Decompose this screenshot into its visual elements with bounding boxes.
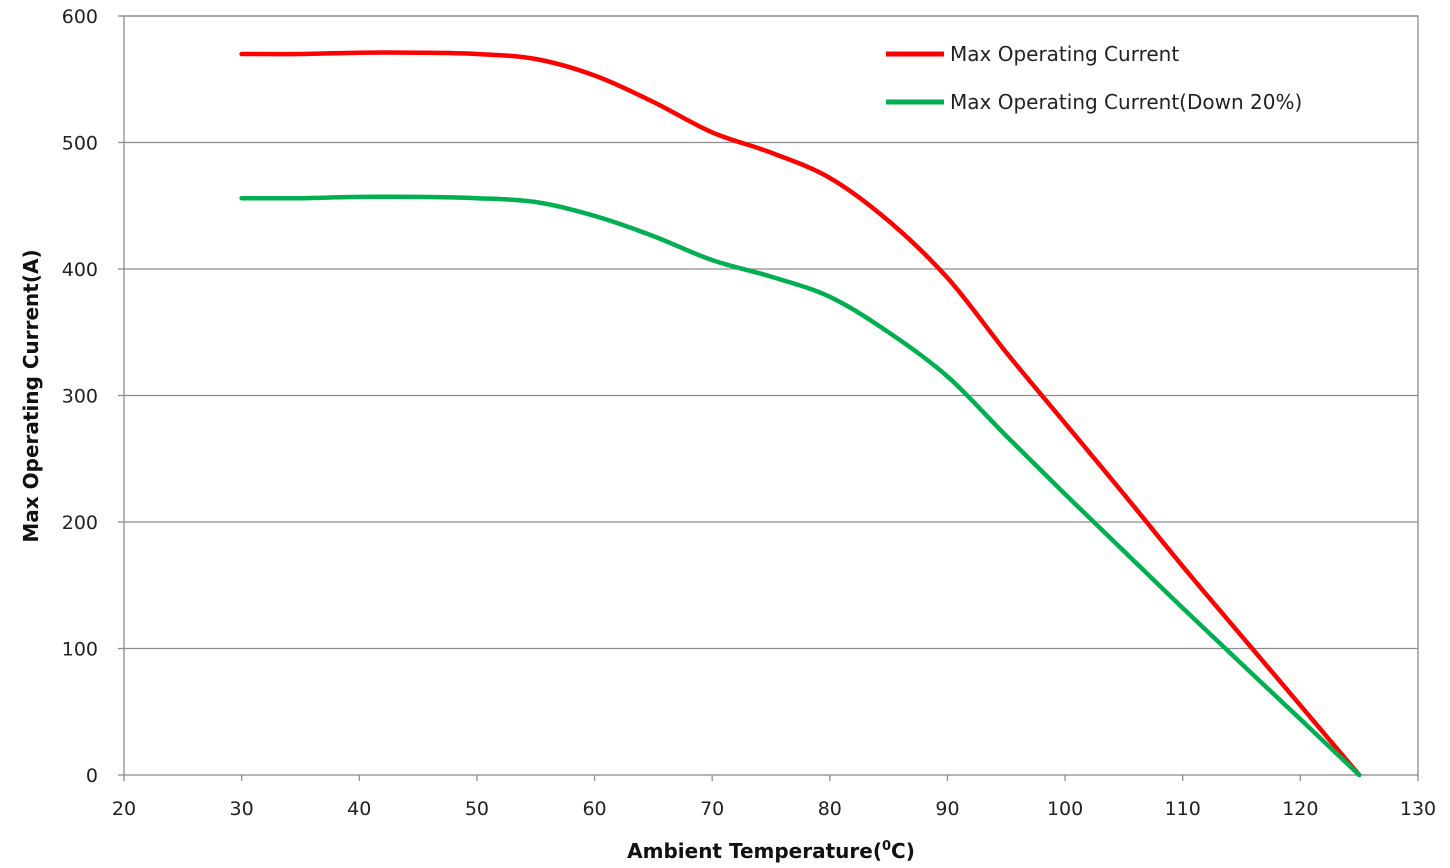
y-axis-title: Max Operating Current(A)	[19, 249, 43, 542]
x-tick-label: 20	[112, 798, 136, 820]
y-axis-ticks: 0 100 200 300 400 500 600	[62, 6, 124, 787]
y-tick-label: 0	[86, 765, 98, 787]
x-tick-label: 100	[1047, 798, 1083, 820]
x-tick-label: 60	[582, 798, 606, 820]
y-tick-label: 200	[62, 512, 98, 534]
x-tick-label: 40	[347, 798, 371, 820]
x-axis-title-superscript: 0	[882, 839, 891, 854]
y-tick-label: 400	[62, 259, 98, 281]
x-tick-label: 120	[1282, 798, 1318, 820]
x-tick-label: 50	[465, 798, 489, 820]
x-tick-label: 130	[1400, 798, 1436, 820]
legend: Max Operating Current Max Operating Curre…	[886, 42, 1302, 114]
y-tick-label: 100	[62, 639, 98, 661]
legend-label-1: Max Operating Current	[950, 42, 1179, 66]
x-axis-title: Ambient Temperature(0C)	[627, 839, 915, 863]
x-tick-label: 80	[818, 798, 842, 820]
x-tick-label: 30	[230, 798, 254, 820]
x-axis-ticks: 20 30 40 50 60 70 80 90 100 110 120 130	[112, 775, 1436, 820]
x-tick-label: 70	[700, 798, 724, 820]
x-tick-label: 110	[1165, 798, 1201, 820]
y-tick-label: 300	[62, 386, 98, 408]
series-line-2	[239, 194, 1362, 778]
y-tick-label: 500	[62, 133, 98, 155]
series-line-1	[239, 50, 1362, 778]
x-tick-label: 90	[935, 798, 959, 820]
series-lines	[239, 50, 1362, 778]
legend-label-2: Max Operating Current(Down 20%)	[950, 90, 1302, 114]
x-axis-title-main: Ambient Temperature(	[627, 839, 882, 863]
x-axis-title-tail: C)	[891, 839, 915, 863]
y-tick-label: 600	[62, 6, 98, 28]
